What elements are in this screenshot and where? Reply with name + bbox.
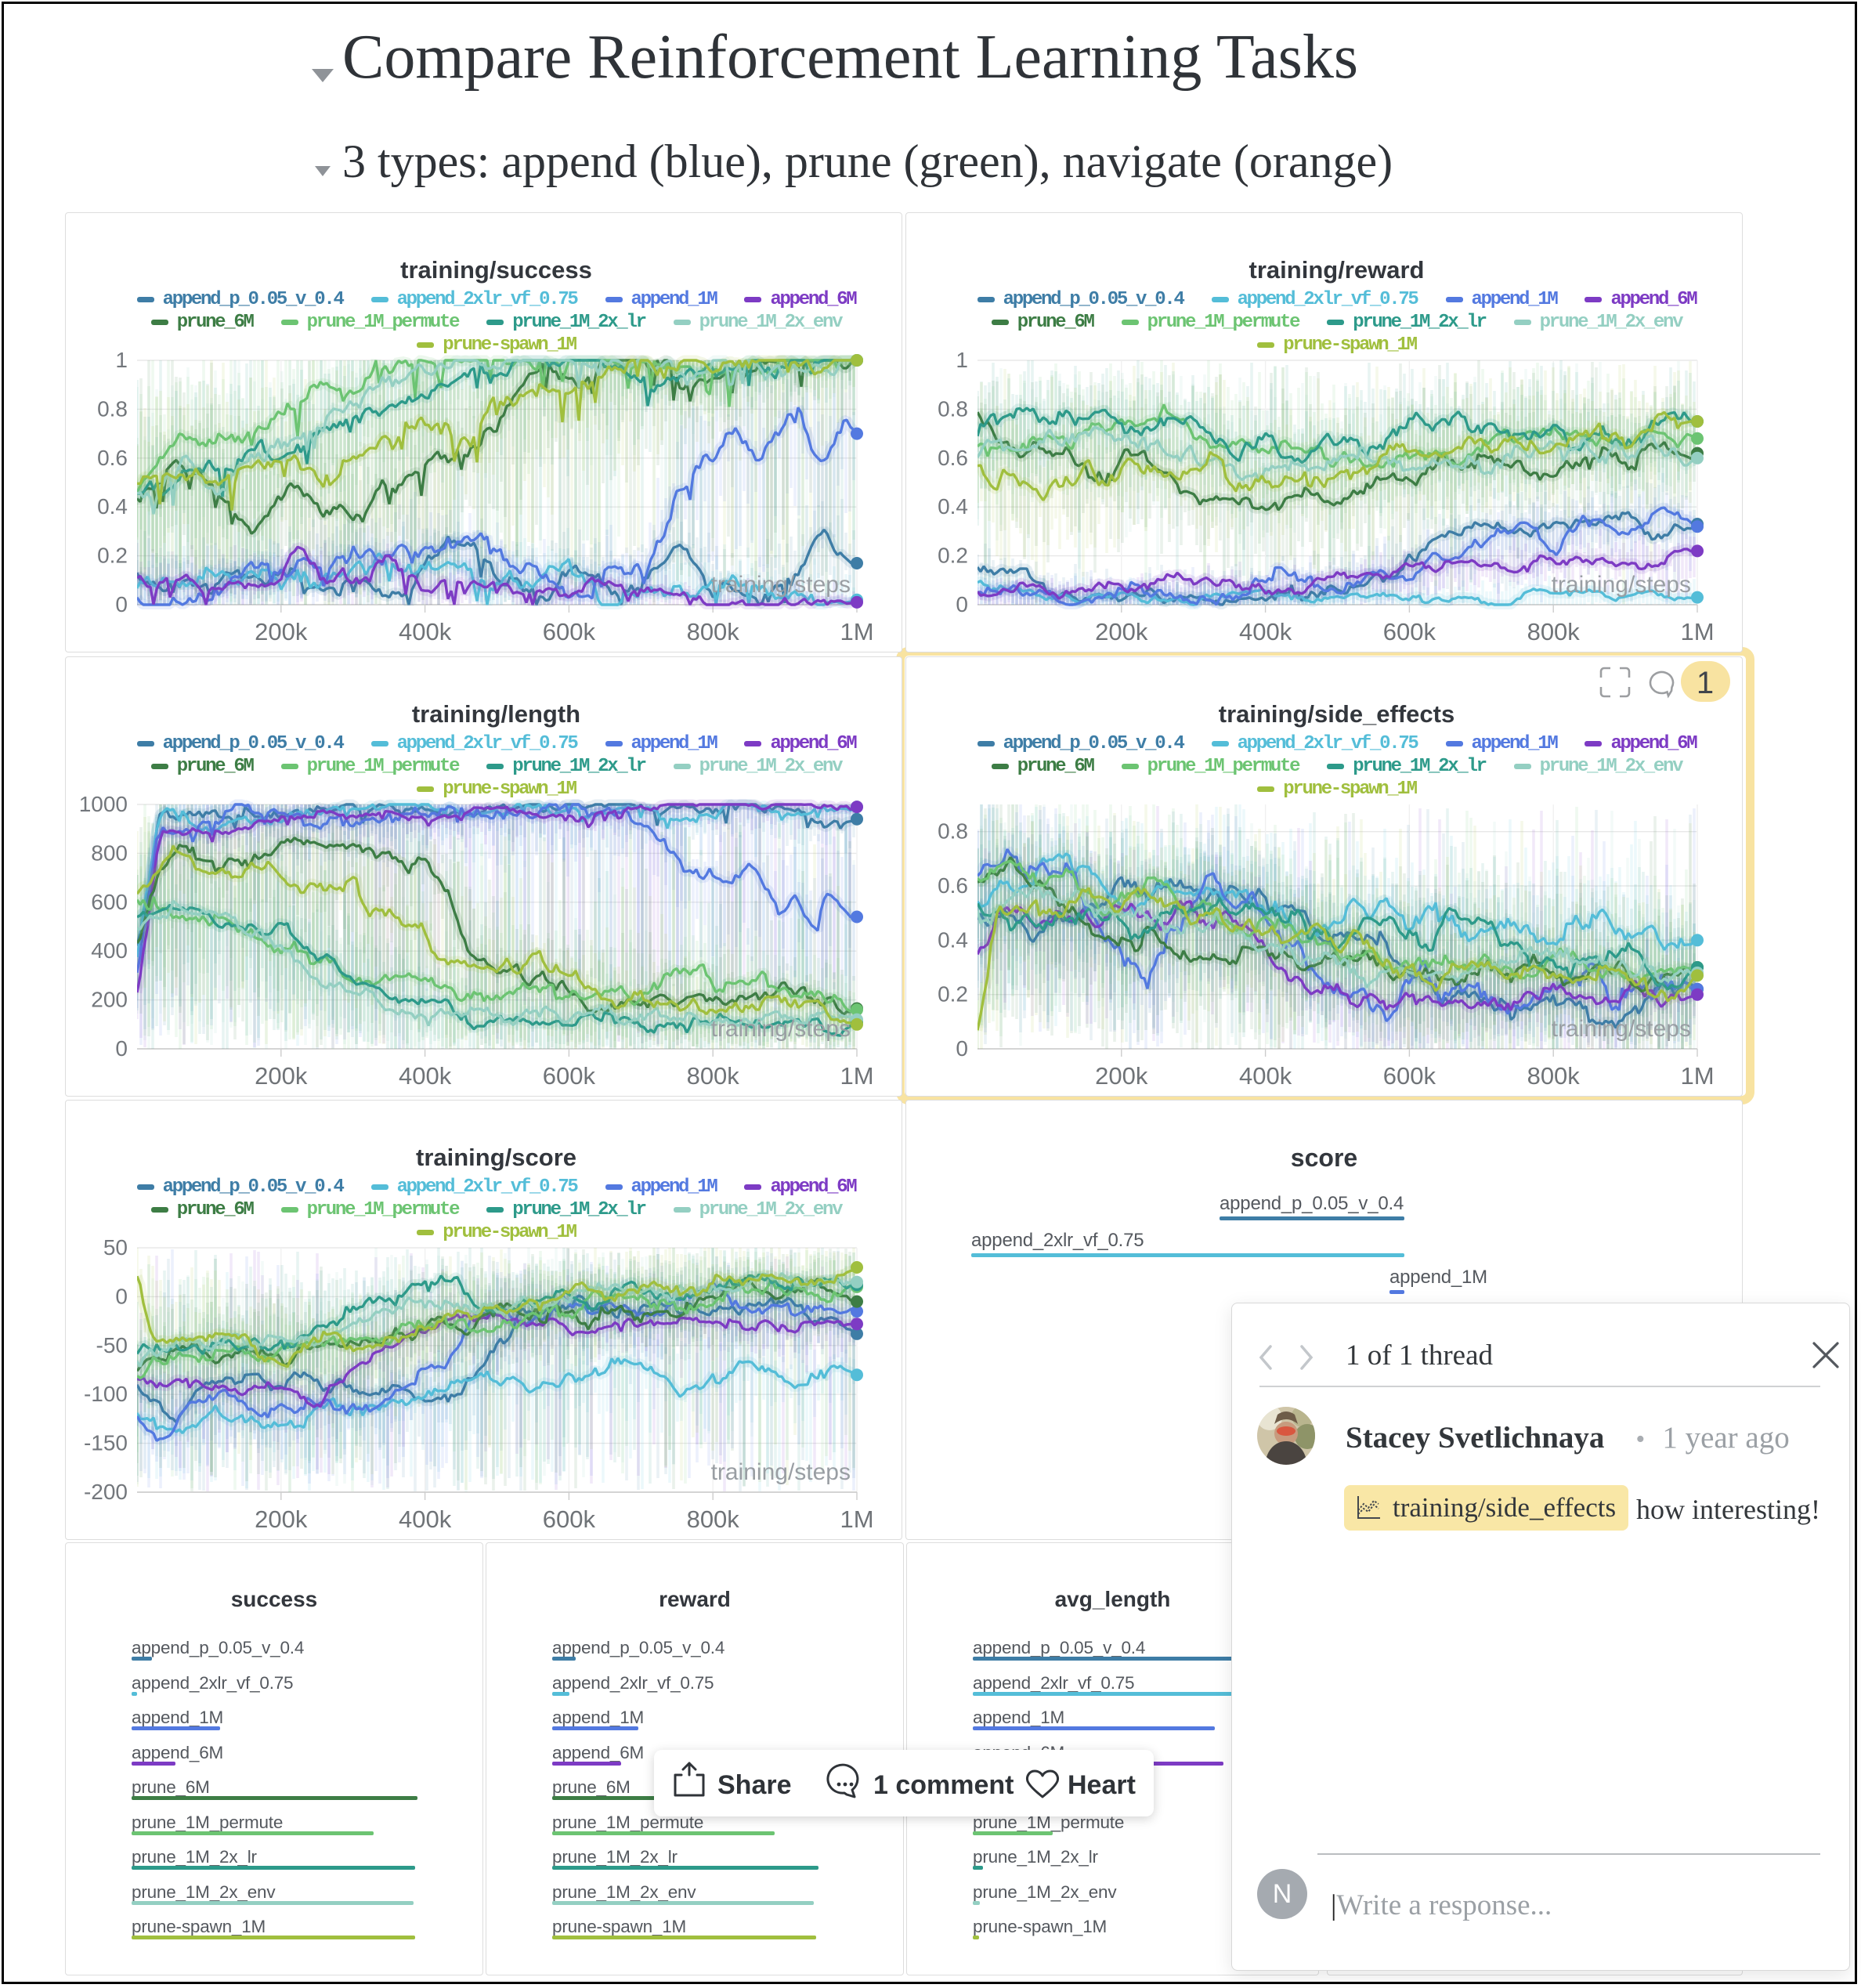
svg-text:0: 0	[956, 1036, 968, 1061]
svg-text:0: 0	[115, 592, 128, 616]
svg-text:-50: -50	[96, 1333, 128, 1357]
svg-text:Share: Share	[717, 1770, 792, 1800]
svg-text:-150: -150	[84, 1431, 128, 1455]
svg-text:800: 800	[91, 840, 128, 865]
svg-text:0.2: 0.2	[938, 544, 968, 568]
svg-text:Heart: Heart	[1068, 1770, 1136, 1800]
svg-text:0.8: 0.8	[97, 396, 128, 421]
svg-text:200k: 200k	[255, 618, 308, 645]
svg-text:1M: 1M	[840, 1062, 873, 1090]
svg-text:training/steps: training/steps	[711, 1016, 851, 1042]
svg-text:0.2: 0.2	[97, 544, 128, 568]
svg-text:1M: 1M	[1680, 618, 1714, 645]
svg-text:0.2: 0.2	[938, 982, 968, 1007]
svg-text:training/steps: training/steps	[1552, 572, 1691, 598]
svg-text:1M: 1M	[840, 618, 873, 645]
svg-text:1: 1	[1697, 666, 1714, 700]
svg-text:200k: 200k	[255, 1062, 308, 1090]
svg-text:800k: 800k	[687, 1062, 740, 1090]
svg-text:400: 400	[91, 938, 128, 963]
svg-text:600k: 600k	[1383, 1062, 1436, 1090]
svg-text:1 comment: 1 comment	[873, 1770, 1014, 1800]
svg-text:-200: -200	[84, 1480, 128, 1504]
svg-text:0.4: 0.4	[938, 927, 968, 952]
svg-text:600k: 600k	[543, 1062, 596, 1090]
svg-text:800k: 800k	[1527, 618, 1581, 645]
svg-text:0: 0	[956, 592, 968, 616]
svg-text:0: 0	[115, 1036, 128, 1061]
svg-text:0.8: 0.8	[938, 819, 968, 844]
svg-text:0.6: 0.6	[97, 446, 128, 470]
svg-text:0: 0	[115, 1284, 128, 1308]
svg-text:600k: 600k	[543, 1505, 596, 1533]
svg-text:0.4: 0.4	[938, 494, 968, 519]
svg-text:600: 600	[91, 890, 128, 914]
svg-text:800k: 800k	[687, 618, 740, 645]
svg-text:400k: 400k	[399, 1062, 452, 1090]
svg-text:1M: 1M	[840, 1505, 873, 1533]
svg-text:1000: 1000	[79, 792, 128, 816]
svg-text:0.4: 0.4	[97, 494, 128, 519]
svg-text:400k: 400k	[1239, 618, 1292, 645]
svg-text:0.6: 0.6	[938, 873, 968, 898]
svg-text:200k: 200k	[1095, 618, 1148, 645]
svg-text:200k: 200k	[1095, 1062, 1148, 1090]
svg-text:400k: 400k	[399, 618, 452, 645]
svg-text:training/steps: training/steps	[1552, 1016, 1691, 1042]
svg-text:50: 50	[103, 1235, 128, 1260]
svg-text:600k: 600k	[1383, 618, 1436, 645]
svg-text:200: 200	[91, 988, 128, 1012]
svg-text:200k: 200k	[255, 1505, 308, 1533]
svg-text:800k: 800k	[687, 1505, 740, 1533]
svg-text:training/steps: training/steps	[711, 572, 851, 598]
svg-text:training/steps: training/steps	[711, 1459, 851, 1485]
svg-text:800k: 800k	[1527, 1062, 1581, 1090]
svg-text:600k: 600k	[543, 618, 596, 645]
svg-text:1: 1	[115, 348, 128, 372]
svg-text:0.8: 0.8	[938, 396, 968, 421]
svg-text:0.6: 0.6	[938, 446, 968, 470]
svg-text:1M: 1M	[1680, 1062, 1714, 1090]
svg-text:1: 1	[956, 348, 968, 372]
svg-text:400k: 400k	[399, 1505, 452, 1533]
svg-text:400k: 400k	[1239, 1062, 1292, 1090]
svg-text:-100: -100	[84, 1382, 128, 1406]
